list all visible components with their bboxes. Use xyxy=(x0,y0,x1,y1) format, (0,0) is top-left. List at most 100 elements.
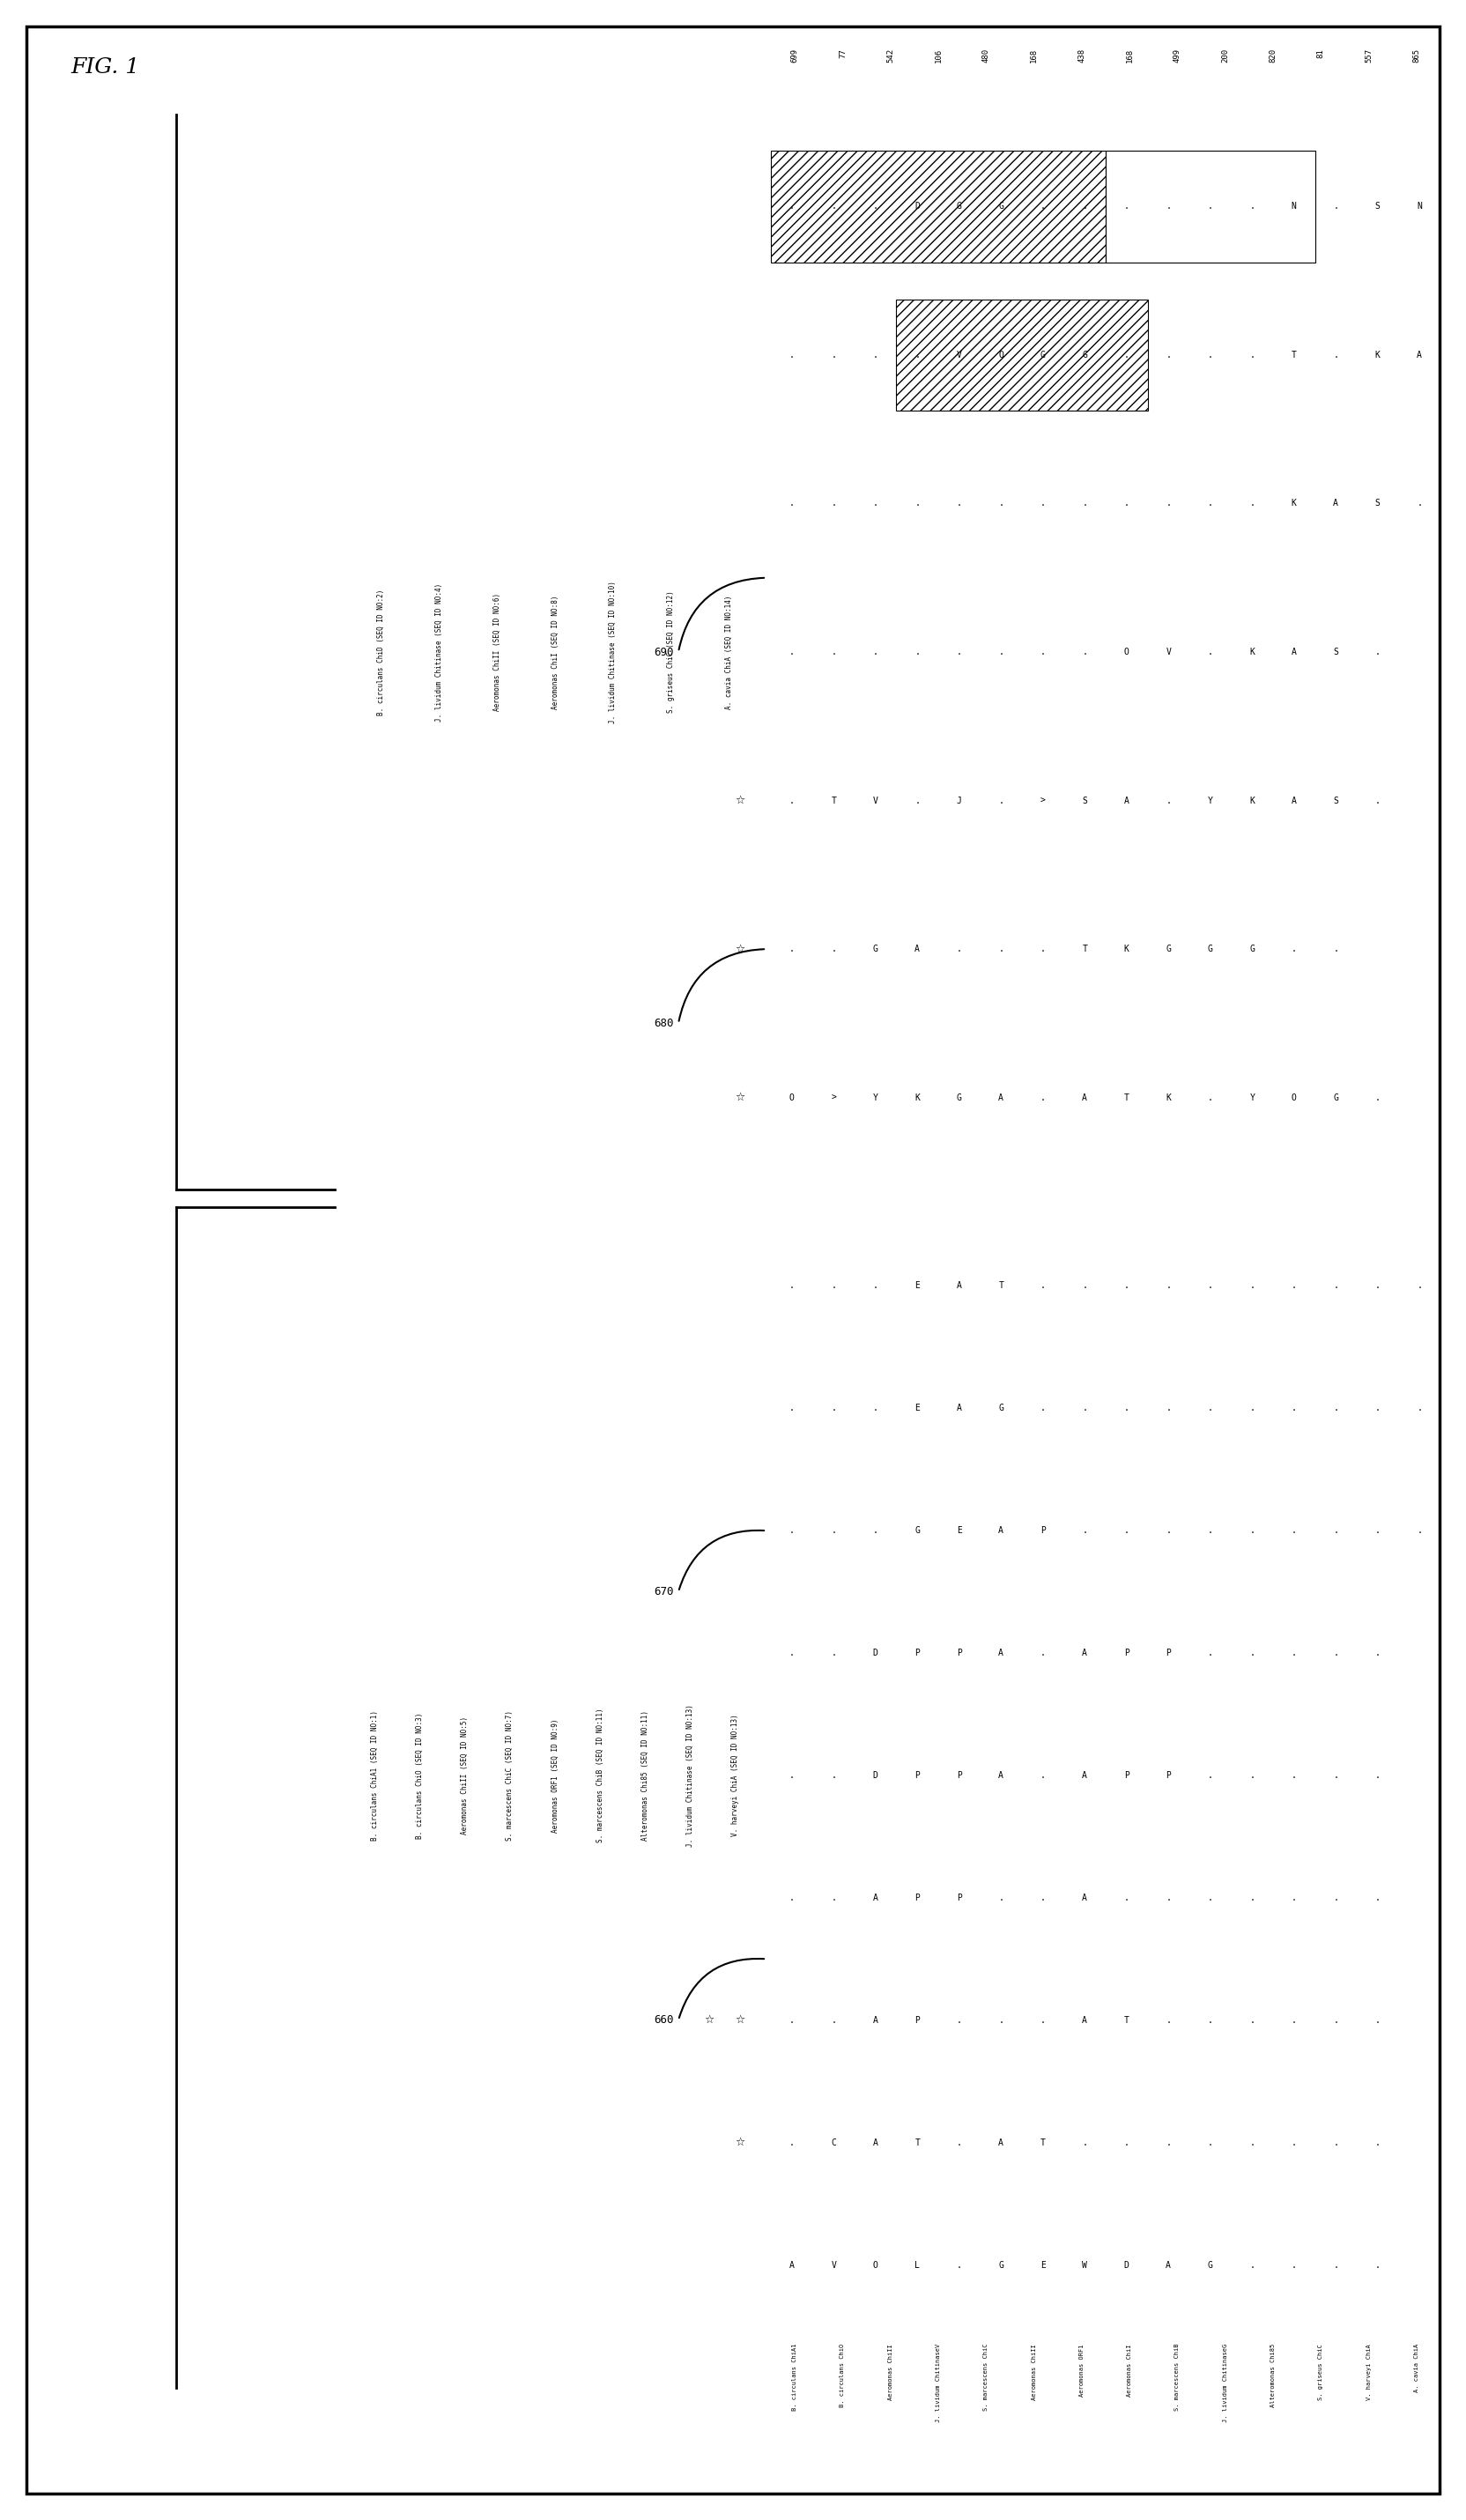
Text: Alteromonas Chi85 (SEQ ID NO:11): Alteromonas Chi85 (SEQ ID NO:11) xyxy=(641,1711,649,1840)
Text: A: A xyxy=(1082,1893,1088,1903)
Text: P: P xyxy=(915,1772,921,1779)
Text: .: . xyxy=(1375,2260,1381,2271)
Text: V: V xyxy=(1165,648,1171,655)
Text: >: > xyxy=(831,1094,836,1101)
Text: .: . xyxy=(1249,1283,1255,1290)
Text: .: . xyxy=(789,350,795,360)
Text: .: . xyxy=(915,350,921,360)
Text: P: P xyxy=(1165,1772,1171,1779)
Text: .: . xyxy=(1249,499,1255,509)
Text: .: . xyxy=(789,1772,795,1779)
Text: P: P xyxy=(1041,1527,1045,1535)
Text: T: T xyxy=(1124,2016,1129,2024)
Text: FIG. 1: FIG. 1 xyxy=(70,58,139,78)
Text: K: K xyxy=(1249,648,1255,655)
Text: .: . xyxy=(1418,499,1422,509)
Text: .: . xyxy=(1124,350,1129,360)
Text: .: . xyxy=(1208,2016,1212,2024)
Text: .: . xyxy=(831,1283,836,1290)
Text: 499: 499 xyxy=(1173,48,1182,63)
Text: .: . xyxy=(1333,202,1338,212)
Text: P: P xyxy=(1124,1772,1129,1779)
Text: .: . xyxy=(1082,499,1088,509)
Text: G: G xyxy=(998,202,1004,212)
Text: .: . xyxy=(789,499,795,509)
Text: .: . xyxy=(789,945,795,953)
Text: .: . xyxy=(1333,1772,1338,1779)
Text: .: . xyxy=(1249,1648,1255,1658)
Text: A: A xyxy=(998,2137,1004,2147)
Text: .: . xyxy=(789,1527,795,1535)
Text: J. lividum Chitinase (SEQ ID NO:4): J. lividum Chitinase (SEQ ID NO:4) xyxy=(435,582,443,721)
Text: S. marcescens ChiC (SEQ ID NO:7): S. marcescens ChiC (SEQ ID NO:7) xyxy=(506,1711,515,1840)
Text: Aeromonas ChiI: Aeromonas ChiI xyxy=(1127,2344,1132,2397)
Text: T: T xyxy=(1124,1094,1129,1101)
Text: .: . xyxy=(1292,2016,1296,2024)
Text: .: . xyxy=(1292,1404,1296,1414)
Text: S: S xyxy=(1375,202,1381,212)
Text: .: . xyxy=(1208,499,1212,509)
Text: K: K xyxy=(1292,499,1296,509)
Text: D: D xyxy=(872,1772,878,1779)
Text: 168: 168 xyxy=(1031,48,1038,63)
Text: .: . xyxy=(957,2260,962,2271)
Text: .: . xyxy=(1165,1893,1171,1903)
Text: A: A xyxy=(872,2137,878,2147)
Text: .: . xyxy=(1082,1404,1088,1414)
Text: S: S xyxy=(1375,499,1381,509)
Text: .: . xyxy=(1375,1893,1381,1903)
Text: .: . xyxy=(1249,1527,1255,1535)
Text: E: E xyxy=(1041,2260,1045,2271)
Text: 542: 542 xyxy=(887,48,894,63)
Text: .: . xyxy=(1082,202,1088,212)
Text: A: A xyxy=(998,1094,1004,1101)
Text: .: . xyxy=(1375,2137,1381,2147)
Text: 865: 865 xyxy=(1413,48,1421,63)
Text: .: . xyxy=(1375,2016,1381,2024)
Text: .: . xyxy=(998,2016,1004,2024)
Text: .: . xyxy=(1041,1404,1045,1414)
Text: K: K xyxy=(1249,796,1255,804)
Text: G: G xyxy=(957,1094,962,1101)
Text: .: . xyxy=(1208,1094,1212,1101)
Text: .: . xyxy=(998,796,1004,804)
Text: A: A xyxy=(1292,648,1296,655)
Text: .: . xyxy=(789,1648,795,1658)
Text: .: . xyxy=(1249,202,1255,212)
Text: 670: 670 xyxy=(654,1585,674,1598)
Text: .: . xyxy=(831,648,836,655)
Text: P: P xyxy=(915,1648,921,1658)
Text: .: . xyxy=(998,648,1004,655)
Text: B. circulans ChiD (SEQ ID NO:2): B. circulans ChiD (SEQ ID NO:2) xyxy=(377,590,386,716)
Text: O: O xyxy=(872,2260,878,2271)
Text: B. circulans ChiO: B. circulans ChiO xyxy=(840,2344,846,2407)
Text: ☆: ☆ xyxy=(704,2013,714,2026)
Text: S. marcescens ChiB (SEQ ID NO:11): S. marcescens ChiB (SEQ ID NO:11) xyxy=(597,1709,604,1842)
Text: .: . xyxy=(1124,1527,1129,1535)
Text: .: . xyxy=(1333,1404,1338,1414)
Text: 106: 106 xyxy=(934,48,943,63)
Text: 168: 168 xyxy=(1126,48,1133,63)
Text: .: . xyxy=(915,648,921,655)
Text: .: . xyxy=(957,2016,962,2024)
Text: Aeromonas ChiII (SEQ ID NO:6): Aeromonas ChiII (SEQ ID NO:6) xyxy=(493,592,501,711)
Text: 438: 438 xyxy=(1078,48,1086,63)
Text: ☆: ☆ xyxy=(734,1091,745,1104)
Text: .: . xyxy=(1333,2137,1338,2147)
Text: .: . xyxy=(1375,1527,1381,1535)
Text: .: . xyxy=(1333,1283,1338,1290)
Text: .: . xyxy=(1375,796,1381,804)
Text: .: . xyxy=(1292,1772,1296,1779)
Text: .: . xyxy=(1208,1527,1212,1535)
Text: O: O xyxy=(1124,648,1129,655)
Text: .: . xyxy=(1249,1404,1255,1414)
Text: .: . xyxy=(1124,2137,1129,2147)
Text: Y: Y xyxy=(1249,1094,1255,1101)
Text: .: . xyxy=(1208,202,1212,212)
Text: O: O xyxy=(1292,1094,1296,1101)
Text: P: P xyxy=(915,2016,921,2024)
Text: .: . xyxy=(789,796,795,804)
Text: A: A xyxy=(1333,499,1338,509)
Text: .: . xyxy=(831,2016,836,2024)
Text: K: K xyxy=(1165,1094,1171,1101)
